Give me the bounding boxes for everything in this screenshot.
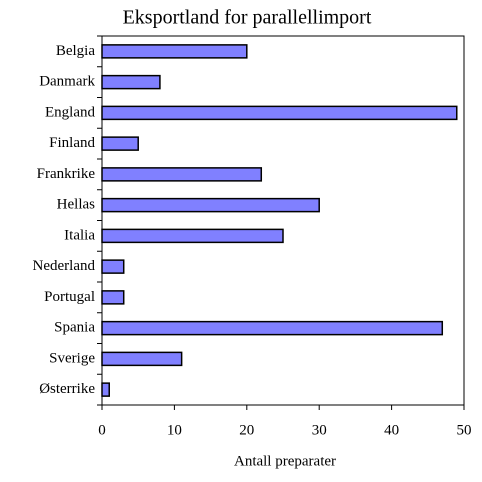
bar [101,105,458,121]
bar [101,197,320,213]
x-tick-label: 50 [457,422,472,438]
plot-frame [101,35,465,406]
x-tick-label: 20 [239,422,254,438]
chart-title: Eksportland for parallellimport [123,7,372,29]
x-tick-label: 10 [167,422,182,438]
y-tick-label: Belgia [56,43,95,59]
bar [101,259,125,274]
bar [101,228,284,244]
bar [101,290,125,305]
bar [101,351,183,367]
y-tick-label: Portugal [44,289,95,305]
y-tick-label: Danmark [39,74,95,90]
y-tick-label: Frankrike [37,166,96,182]
bar [101,74,161,90]
x-axis-label: Antall preparater [234,453,336,469]
bar [101,320,444,336]
y-tick-label: Hellas [57,197,95,213]
bar [101,44,248,59]
x-tick-label: 0 [98,422,106,438]
bar [101,167,263,182]
y-tick-label: Italia [64,227,95,243]
y-tick-label: Spania [54,320,95,336]
bar [101,382,110,397]
y-tick-label: Sverige [49,350,95,366]
y-tick-label: England [45,104,95,120]
bar [101,136,139,151]
x-tick-label: 40 [384,422,399,438]
y-tick-label: Nederland [33,258,96,274]
y-tick-label: Finland [49,135,95,151]
y-tick-label: Østerrike [39,381,95,397]
x-tick-label: 30 [312,422,327,438]
